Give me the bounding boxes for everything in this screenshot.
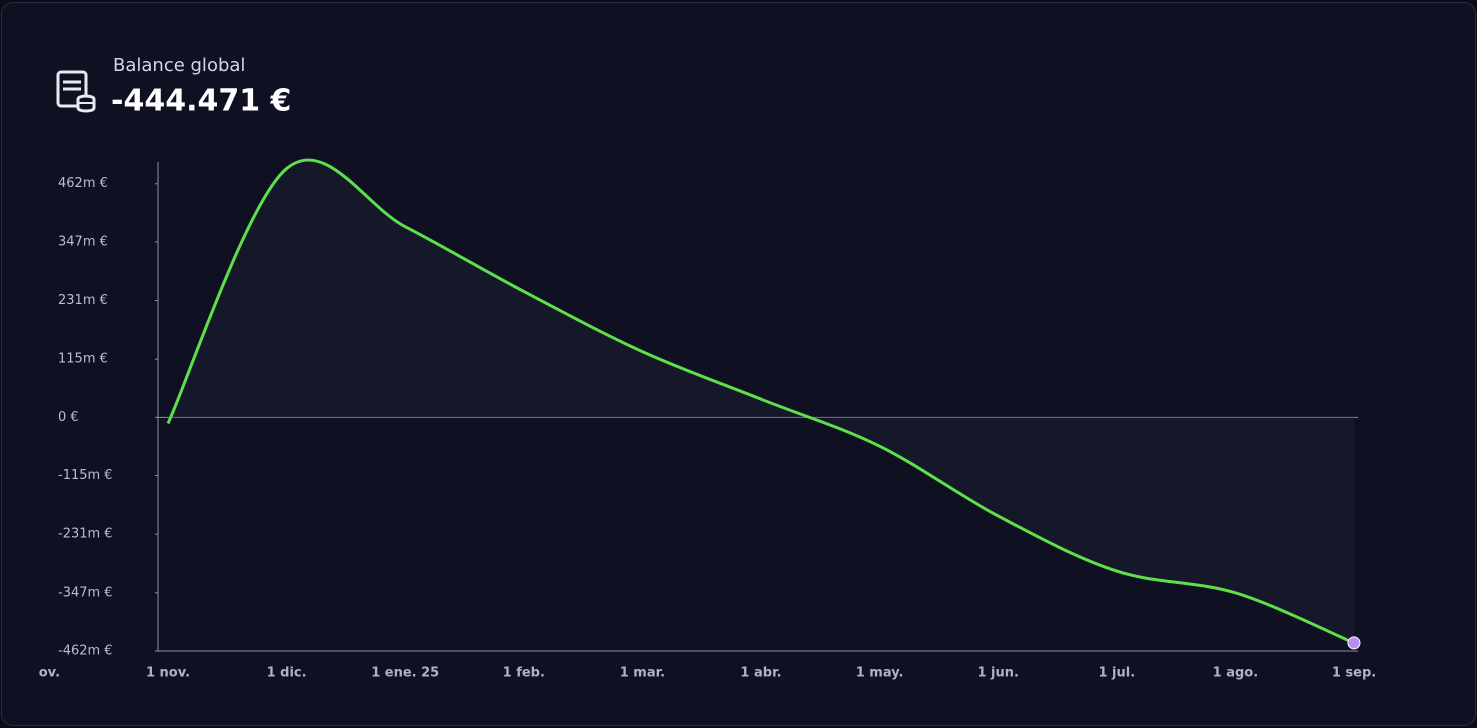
x-tick-label: 1 ago. [1213, 666, 1259, 681]
card-title: Balance global [113, 55, 245, 76]
x-tick-label: ov. [39, 666, 60, 681]
x-tick-label: 1 jun. [977, 666, 1018, 681]
line [166, 158, 1355, 645]
area [168, 160, 1354, 643]
y-tick-label: -347m € [58, 585, 113, 600]
x-tick-label: 1 ene. 25 [371, 666, 439, 681]
x-tick-label: 1 dic. [267, 666, 307, 681]
y-tick-label: 231m € [58, 293, 108, 308]
y-tick-label: 347m € [58, 234, 108, 249]
y-tick-label: 462m € [58, 176, 108, 191]
x-tick-label: 1 nov. [146, 666, 190, 681]
balance-value: -444.471 € [111, 84, 291, 119]
x-tick-label: 1 abr. [740, 666, 781, 681]
y-tick-label: -231m € [58, 527, 113, 542]
y-tick-label: 115m € [58, 352, 108, 367]
balance-icon [56, 70, 96, 113]
x-tick-label: 1 sep. [1332, 666, 1376, 681]
y-tick-label: -115m € [58, 468, 113, 483]
x-tick-label: 1 feb. [503, 666, 545, 681]
x-tick-label: 1 may. [856, 666, 904, 681]
y-tick-label: 0 € [58, 410, 79, 425]
chart: Balance global -444.471 € 462m € 347m € 23… [39, 55, 1376, 681]
x-tick-label: 1 mar. [620, 666, 665, 681]
end-point [1347, 636, 1361, 650]
x-tick-label: 1 jul. [1098, 666, 1135, 681]
y-tick-label: -462m € [58, 644, 113, 659]
